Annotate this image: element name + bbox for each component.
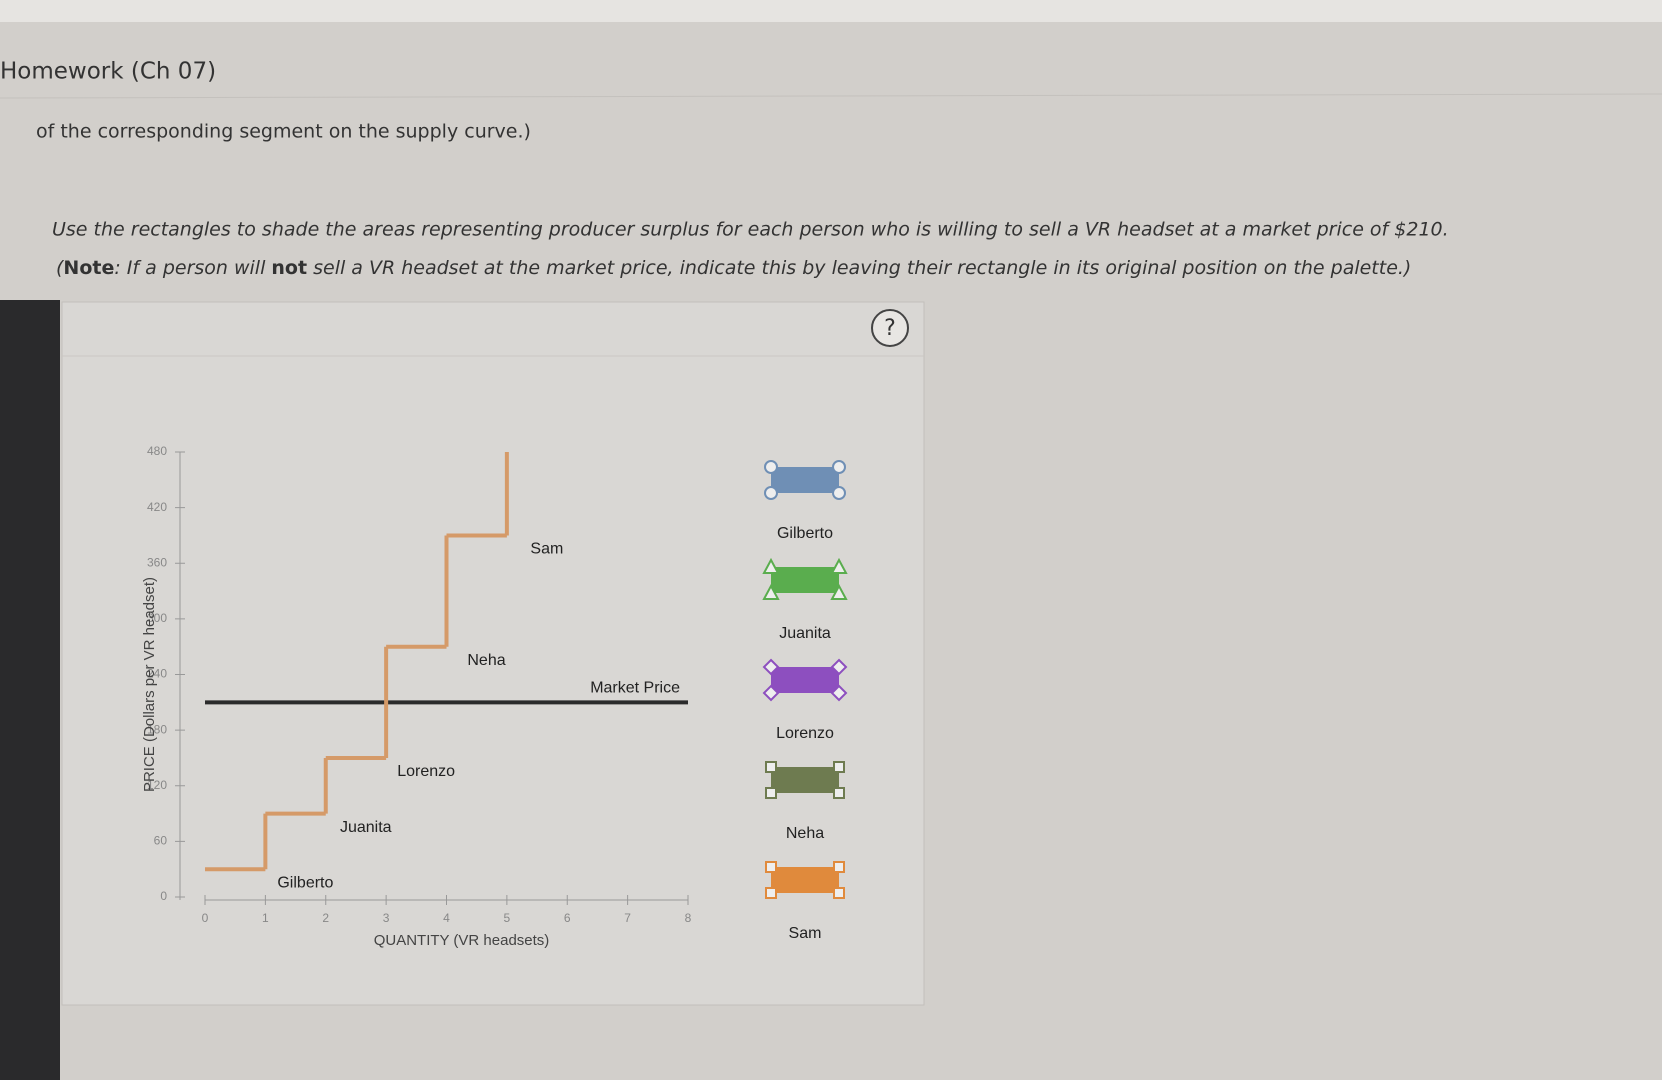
y-tick-label: 240 xyxy=(147,667,167,681)
market-price-label: Market Price xyxy=(590,680,680,697)
palette-label: Gilberto xyxy=(777,525,833,542)
note-part: ( xyxy=(56,257,65,279)
palette-rectangle[interactable] xyxy=(771,767,839,793)
y-tick-label: 420 xyxy=(147,500,167,514)
note-part: sell a VR headset at the market price, i… xyxy=(307,257,1411,279)
page-title: Homework (Ch 07) xyxy=(0,59,216,85)
handle[interactable] xyxy=(832,486,846,500)
instruction: Use the rectangles to shade the areas re… xyxy=(52,219,1449,241)
handle[interactable] xyxy=(830,658,848,676)
segment-label: Lorenzo xyxy=(397,763,455,780)
note-part: not xyxy=(271,257,307,279)
handle[interactable] xyxy=(833,787,845,799)
help-button[interactable] xyxy=(871,309,909,347)
x-tick-label: 7 xyxy=(624,911,631,925)
x-tick-label: 1 xyxy=(262,911,269,925)
x-axis-label: QUANTITY (VR headsets) xyxy=(374,932,550,949)
palette-label: Neha xyxy=(786,825,824,842)
x-tick-label: 4 xyxy=(443,911,450,925)
handle[interactable] xyxy=(833,861,845,873)
y-tick-label: 180 xyxy=(147,722,167,736)
handle[interactable] xyxy=(762,583,780,600)
x-tick-label: 5 xyxy=(504,911,511,925)
palette-rectangle[interactable] xyxy=(771,567,839,593)
y-tick-label: 300 xyxy=(147,611,167,625)
palette-rectangle[interactable] xyxy=(771,667,839,693)
palette-rectangle[interactable] xyxy=(771,867,839,893)
intro-text: of the corresponding segment on the supp… xyxy=(36,121,531,143)
handle[interactable] xyxy=(765,887,777,899)
handle[interactable] xyxy=(833,761,845,773)
help-icon[interactable]: ? xyxy=(884,316,896,341)
y-tick-label: 120 xyxy=(147,778,167,792)
y-tick-label: 60 xyxy=(154,834,168,848)
x-tick-label: 6 xyxy=(564,911,571,925)
y-axis-label: PRICE (Dollars per VR headset) xyxy=(141,577,158,792)
handle[interactable] xyxy=(762,684,780,702)
palette-label: Lorenzo xyxy=(776,725,834,742)
y-tick-label: 480 xyxy=(147,444,167,458)
divider xyxy=(0,93,1662,99)
note: (Note: If a person will not sell a VR he… xyxy=(56,257,1411,279)
handle[interactable] xyxy=(832,460,846,474)
screen-edge xyxy=(0,300,60,1080)
note-part: : If a person will xyxy=(114,257,271,279)
palette-rectangle[interactable] xyxy=(771,467,839,493)
handle[interactable] xyxy=(765,861,777,873)
note-part: Note xyxy=(63,257,114,279)
x-tick-label: 8 xyxy=(685,911,692,925)
handle[interactable] xyxy=(765,761,777,773)
handle[interactable] xyxy=(833,887,845,899)
x-tick-label: 0 xyxy=(202,911,209,925)
handle[interactable] xyxy=(830,557,848,574)
handle[interactable] xyxy=(830,583,848,600)
x-tick-label: 3 xyxy=(383,911,390,925)
handle[interactable] xyxy=(762,658,780,676)
handle[interactable] xyxy=(765,787,777,799)
y-tick-label: 360 xyxy=(147,555,167,569)
segment-label: Neha xyxy=(467,652,505,669)
top-bar xyxy=(0,0,1662,22)
segment-label: Sam xyxy=(530,541,563,558)
handle[interactable] xyxy=(764,460,778,474)
palette-label: Juanita xyxy=(779,625,831,642)
palette-label: Sam xyxy=(789,925,822,942)
y-tick-label: 0 xyxy=(160,889,167,903)
handle[interactable] xyxy=(830,684,848,702)
x-tick-label: 2 xyxy=(322,911,329,925)
handle[interactable] xyxy=(764,486,778,500)
handle[interactable] xyxy=(762,557,780,574)
segment-label: Gilberto xyxy=(277,874,333,891)
segment-label: Juanita xyxy=(340,819,392,836)
